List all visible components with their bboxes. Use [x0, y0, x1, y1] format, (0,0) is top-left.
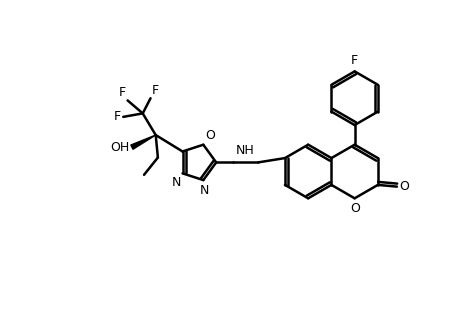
Text: O: O: [399, 180, 409, 193]
Text: F: F: [114, 110, 121, 123]
Text: F: F: [119, 86, 125, 99]
Text: OH: OH: [110, 141, 129, 154]
Text: NH: NH: [236, 144, 254, 157]
Text: F: F: [152, 83, 159, 97]
Text: F: F: [350, 54, 357, 67]
Text: N: N: [171, 176, 180, 188]
Text: O: O: [205, 129, 215, 142]
Text: O: O: [350, 202, 359, 215]
Polygon shape: [130, 135, 155, 149]
Text: N: N: [199, 183, 208, 197]
